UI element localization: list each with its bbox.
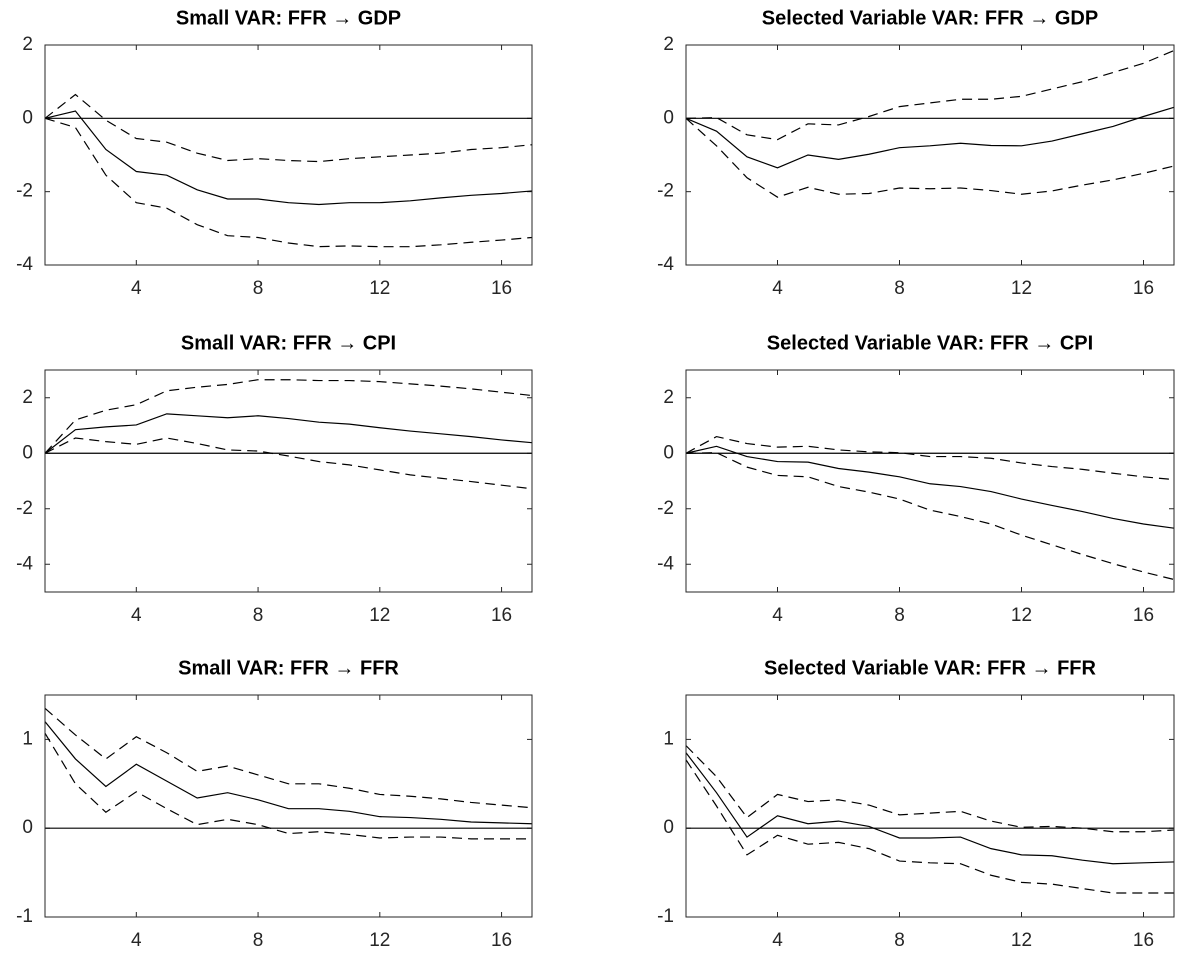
series-line [44, 437, 533, 490]
x-tick-label: 8 [253, 278, 264, 299]
axes-box [685, 369, 1175, 593]
y-tick-label: 0 [22, 442, 33, 463]
chart-title: Selected Variable VAR: FFR → GDP [762, 7, 1098, 29]
y-tick-label: 0 [663, 817, 674, 838]
x-tick-label: 16 [491, 930, 512, 951]
y-tick-label: -4 [16, 553, 33, 574]
x-tick-label: 12 [1011, 278, 1032, 299]
x-tick-label: 16 [491, 605, 512, 626]
x-tick-label: 12 [1011, 930, 1032, 951]
y-tick-label: -2 [657, 181, 674, 202]
chart-title: Small VAR: FFR → GDP [176, 7, 401, 29]
series-line [685, 117, 1175, 198]
series-line [685, 752, 1175, 865]
y-tick-label: -1 [16, 906, 33, 927]
y-tick-label: 2 [22, 34, 33, 55]
y-tick-label: 1 [22, 728, 33, 749]
series-line [44, 117, 533, 248]
axes-box [685, 694, 1175, 918]
chart-title: Small VAR: FFR → FFR [178, 657, 399, 679]
series-line [44, 707, 533, 809]
x-tick-label: 16 [1133, 930, 1154, 951]
x-tick-label: 8 [894, 930, 905, 951]
x-tick-label: 4 [131, 605, 142, 626]
y-tick-label: 2 [663, 387, 674, 408]
series-line [685, 759, 1174, 894]
y-tick-label: -4 [657, 254, 674, 275]
series-line [44, 721, 533, 825]
x-tick-label: 8 [894, 605, 905, 626]
x-tick-label: 8 [894, 278, 905, 299]
x-tick-label: 16 [1133, 278, 1154, 299]
x-tick-label: 12 [1011, 605, 1032, 626]
series-line [685, 106, 1175, 169]
y-tick-label: 0 [663, 442, 674, 463]
series-line [44, 93, 533, 163]
chart-title: Selected Variable VAR: FFR → FFR [764, 657, 1096, 679]
x-tick-label: 4 [772, 605, 783, 626]
y-tick-label: -4 [16, 254, 33, 275]
x-tick-label: 12 [369, 605, 390, 626]
series-line [44, 732, 532, 840]
x-tick-label: 12 [369, 278, 390, 299]
axes-box [44, 44, 533, 266]
series-line [685, 49, 1175, 141]
x-tick-label: 4 [772, 278, 783, 299]
series-line [685, 435, 1175, 481]
series-line [685, 745, 1175, 833]
axes-box [685, 44, 1175, 266]
x-tick-label: 12 [369, 930, 390, 951]
axes-box [44, 369, 533, 593]
series-line [44, 413, 533, 454]
y-tick-label: -1 [657, 906, 674, 927]
y-tick-label: 0 [663, 107, 674, 128]
y-tick-label: 0 [22, 107, 33, 128]
series-line [685, 445, 1175, 529]
x-tick-label: 4 [131, 278, 142, 299]
x-tick-label: 16 [1133, 605, 1154, 626]
x-tick-label: 8 [253, 930, 264, 951]
chart-title: Small VAR: FFR → CPI [181, 332, 396, 354]
chart-title: Selected Variable VAR: FFR → CPI [767, 332, 1093, 354]
axes-box [44, 694, 533, 918]
series-line [44, 110, 533, 206]
x-tick-label: 4 [131, 930, 142, 951]
y-tick-label: -2 [16, 181, 33, 202]
x-tick-label: 16 [491, 278, 512, 299]
series-line [685, 452, 1175, 581]
y-tick-label: 0 [22, 817, 33, 838]
y-tick-label: 2 [663, 34, 674, 55]
x-tick-label: 8 [253, 605, 264, 626]
y-tick-label: -2 [16, 498, 33, 519]
y-tick-label: -2 [657, 498, 674, 519]
y-tick-label: 2 [22, 387, 33, 408]
y-tick-label: -4 [657, 553, 674, 574]
series-line [44, 379, 533, 454]
y-tick-label: 1 [663, 728, 674, 749]
x-tick-label: 4 [772, 930, 783, 951]
